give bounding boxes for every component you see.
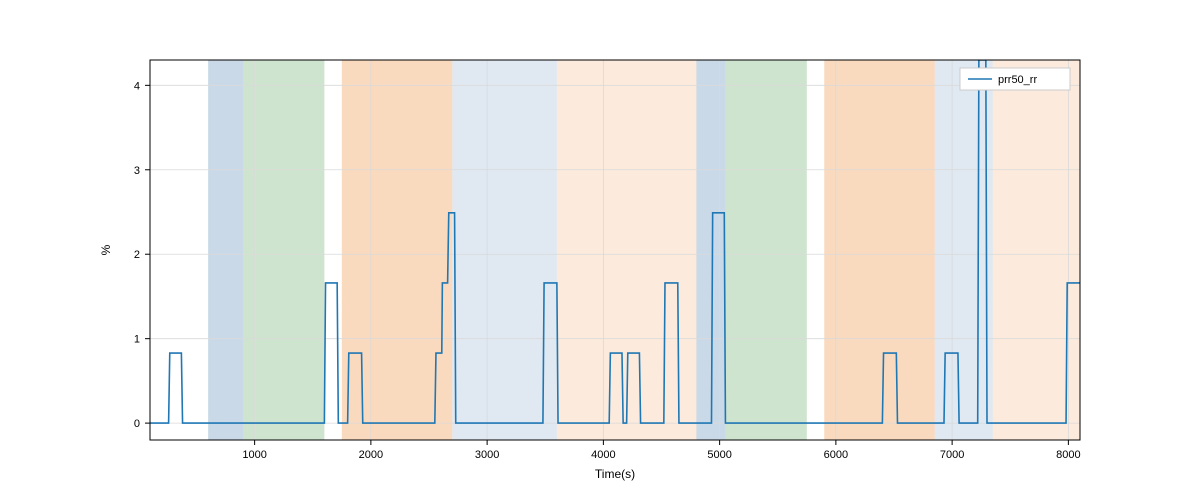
chart-container: 1000 2000 3000 4000 5000 6000 7000 8000 0 1 2 3 4 Tim… [0, 0, 1200, 500]
timeseries-chart: 1000 2000 3000 4000 5000 6000 7000 8000 0 1 2 3 4 Tim… [0, 0, 1200, 500]
ytick-label: 1 [134, 334, 140, 346]
xtick-label: 4000 [591, 449, 615, 461]
xtick-label: 5000 [707, 449, 731, 461]
y-axis-label: % [99, 244, 113, 255]
span-region-1 [243, 60, 324, 440]
span-region-3 [452, 60, 557, 440]
ytick-label: 4 [134, 80, 140, 92]
span-region-0 [208, 60, 243, 440]
ytick-label: 0 [134, 418, 140, 430]
ytick-label: 2 [134, 249, 140, 261]
legend-label: prr50_rr [998, 74, 1037, 86]
span-region-8 [935, 60, 993, 440]
legend: prr50_rr [960, 68, 1070, 90]
span-region-7 [824, 60, 934, 440]
xtick-label: 2000 [359, 449, 383, 461]
ytick-label: 3 [134, 165, 140, 177]
xtick-label: 3000 [475, 449, 499, 461]
xtick-label: 8000 [1056, 449, 1080, 461]
xtick-label: 7000 [940, 449, 964, 461]
xtick-label: 6000 [824, 449, 848, 461]
span-region-6 [725, 60, 806, 440]
x-axis-label: Time(s) [595, 467, 635, 481]
span-region-5 [696, 60, 725, 440]
xtick-label: 1000 [242, 449, 266, 461]
